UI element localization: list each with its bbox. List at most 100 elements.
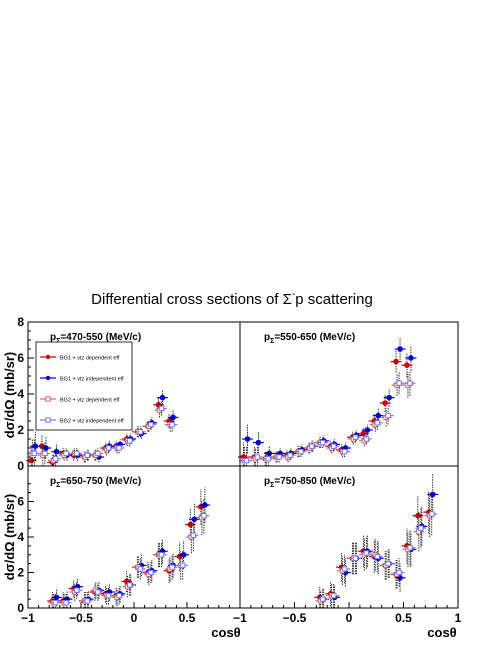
data-point <box>180 562 186 569</box>
legend-marker <box>45 354 51 360</box>
data-point <box>105 445 112 451</box>
data-point <box>418 525 424 531</box>
data-point <box>352 434 359 440</box>
y-tick-label-top: 6 <box>17 351 24 365</box>
data-point <box>255 439 262 446</box>
legend: BG1 + vtz dependent eff BG1 + vtz indepen… <box>35 341 133 431</box>
data-point <box>169 421 175 428</box>
x-tick-label-right: 0.5 <box>395 611 412 625</box>
data-point <box>397 346 403 352</box>
panels: pΣ=470-550 (MeV/c) pΣ=550-650 (MeV/c)pΣ=6… <box>26 332 439 608</box>
data-point <box>385 412 391 419</box>
y-tick-label-top: 8 <box>17 315 24 329</box>
x-tick-label-right: 1 <box>455 611 462 625</box>
data-point <box>116 445 122 451</box>
data-point <box>42 450 48 457</box>
data-point <box>429 511 435 517</box>
data-point <box>364 427 371 433</box>
data-point <box>408 355 414 361</box>
data-point <box>31 450 37 457</box>
panel-label-main: p <box>50 476 56 487</box>
data-point <box>74 587 80 593</box>
data-point <box>374 420 380 426</box>
data-point <box>191 516 198 523</box>
data-point <box>202 502 208 508</box>
data-point <box>254 454 261 460</box>
data-point <box>276 454 282 460</box>
data-point <box>28 457 35 464</box>
panel-label-main: p <box>264 476 270 487</box>
y-tick-label-bottom: 6 <box>17 495 24 509</box>
axis-ticks: 0 2 4 6 8 0 2 4 6 −1 −0.5 0 0.5 −1 −0.5 0 0.5 1 <box>17 315 461 625</box>
data-point <box>95 589 101 595</box>
legend-items: BG1 + vtz dependent eff BG1 + vtz indepen… <box>40 354 124 425</box>
data-point <box>386 394 392 401</box>
panel-label-sub: Σ <box>56 338 60 345</box>
data-point <box>95 450 101 457</box>
y-tick-label-bottom: 0 <box>17 601 24 615</box>
data-point <box>187 521 194 528</box>
x-tick-label-right: −1 <box>233 611 247 625</box>
panel-label-sub: Σ <box>56 482 60 489</box>
data-point <box>170 414 176 421</box>
panel-top-left: pΣ=470-550 (MeV/c) <box>26 332 179 466</box>
data-point <box>244 436 251 442</box>
panel-label-bottom-right: pΣ=750-850 (MeV/c) <box>264 476 355 489</box>
legend-label: BG1 + vtz dependent eff <box>60 356 120 362</box>
data-point <box>330 592 337 599</box>
data-point <box>148 569 154 576</box>
data-point <box>407 380 413 386</box>
data-point <box>393 358 399 365</box>
figure-title-sup: - <box>292 289 295 300</box>
data-point <box>159 394 166 401</box>
panel-label-sub: Σ <box>270 482 274 489</box>
data-point <box>382 400 388 406</box>
figure-title-main: Differential cross sections of Σ <box>91 291 292 308</box>
figure-title-tail: p scattering <box>295 291 373 308</box>
data-point <box>320 439 326 446</box>
data-point <box>201 513 207 519</box>
panel-label-top-left: pΣ=470-550 (MeV/c) <box>50 332 141 345</box>
data-point <box>287 452 293 458</box>
data-point <box>352 555 359 561</box>
data-point <box>148 421 154 428</box>
data-point <box>320 596 326 602</box>
data-point <box>266 450 273 457</box>
data-point <box>415 512 421 519</box>
data-point <box>375 412 382 419</box>
legend-label: BG2 + vtz independent eff <box>60 419 124 425</box>
data-point <box>137 429 144 435</box>
data-point <box>63 450 69 457</box>
data-point <box>74 450 80 457</box>
y-tick-label-bottom: 4 <box>17 530 24 544</box>
data-point <box>52 599 59 606</box>
y-tick-label-top: 2 <box>17 423 24 437</box>
data-point <box>363 550 370 556</box>
data-point <box>407 544 413 551</box>
x-axis-label-right: cosθ <box>427 625 456 640</box>
data-point <box>32 443 39 450</box>
data-point <box>169 564 175 570</box>
x-axis-label-left: cosθ <box>211 625 240 640</box>
data-point <box>158 405 165 412</box>
panel-bottom-right: pΣ=750-850 (MeV/c) <box>264 473 439 608</box>
data-point <box>341 448 348 455</box>
data-point <box>43 445 49 451</box>
x-tick-label-right: −0.5 <box>283 611 307 625</box>
data-point <box>298 448 304 455</box>
x-tick-label-left: −1 <box>21 611 35 625</box>
legend-marker <box>45 417 51 423</box>
panel-label-top-right: pΣ=550-650 (MeV/c) <box>264 332 355 345</box>
data-point <box>105 592 112 599</box>
x-tick-label-right: 0 <box>346 611 353 625</box>
y-tick-label-top: 0 <box>17 459 24 473</box>
y-tick-label-bottom: 2 <box>17 566 24 580</box>
data-point <box>385 560 391 567</box>
panel-label-main: p <box>50 332 56 343</box>
data-point <box>396 380 402 386</box>
data-point <box>53 448 60 455</box>
panel-top-right: pΣ=550-650 (MeV/c) <box>238 332 417 466</box>
data-point <box>360 430 367 437</box>
data-point <box>53 594 60 601</box>
data-point <box>243 457 250 464</box>
